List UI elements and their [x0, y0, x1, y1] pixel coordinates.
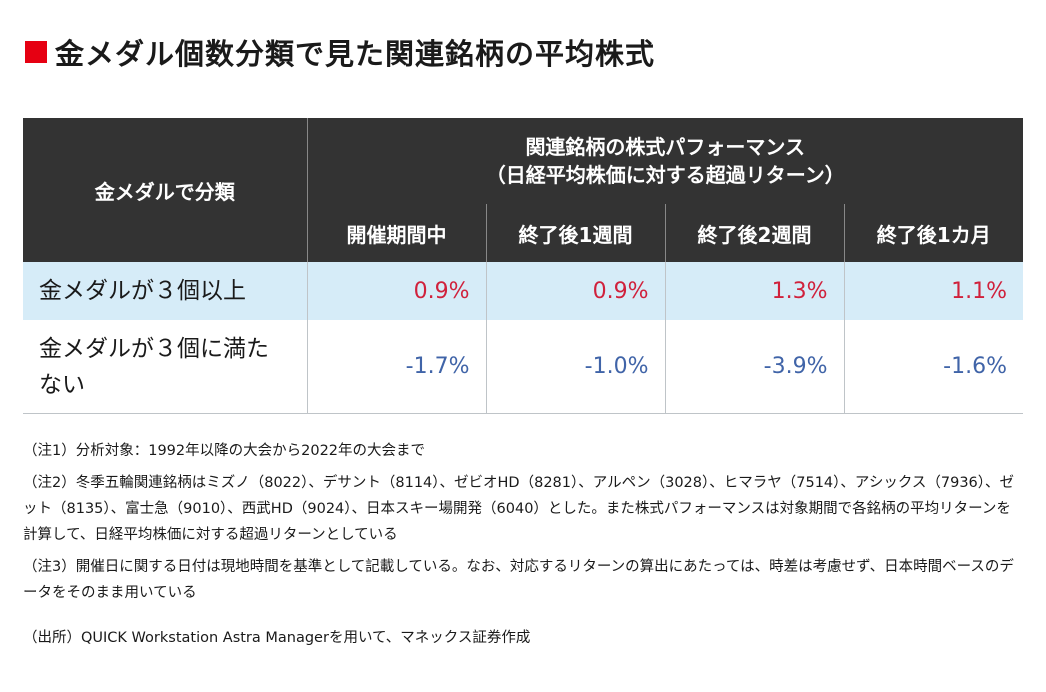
note-3: （注3）開催日に関する日付は現地時間を基準として記載している。なお、対応するリタ… [23, 559, 1014, 601]
value-cell: -1.6% [843, 320, 1023, 414]
row-label-line1: 金メダルが３個に満た [39, 335, 269, 362]
note-1: （注1）分析対象：1992年以降の大会から2022年の大会まで [23, 443, 426, 459]
value-cell: -1.7% [306, 320, 486, 414]
column-header: 終了後1カ月 [844, 204, 1023, 262]
value-cell: 0.9% [485, 262, 665, 320]
source-note: （出所）QUICK Workstation Astra Managerを用いて、… [23, 630, 531, 646]
table-row: 金メダルが３個に満た ない -1.7% -1.0% -3.9% -1.6% [23, 320, 1023, 414]
column-header: 終了後2週間 [665, 204, 845, 262]
value-cell: 0.9% [306, 262, 486, 320]
value-cell: -1.0% [485, 320, 665, 414]
row-label-line2: ない [39, 371, 85, 398]
value-cell: 1.1% [843, 262, 1023, 320]
performance-header-line1: 関連銘柄の株式パフォーマンス [525, 135, 806, 159]
table-row: 金メダルが３個以上 0.9% 0.9% 1.3% 1.1% [23, 262, 1023, 320]
column-header: 開催期間中 [307, 204, 487, 262]
row-label: 金メダルが３個以上 [23, 262, 307, 320]
notes: （注1）分析対象：1992年以降の大会から2022年の大会まで （注2）冬季五輪… [23, 438, 1023, 612]
performance-table: 金メダルで分類 関連銘柄の株式パフォーマンス （日経平均株価に対する超過リターン… [23, 118, 1023, 414]
red-square-icon [25, 41, 47, 63]
note-2: （注2）冬季五輪関連銘柄はミズノ（8022）、デサント（8114）、ゼビオHD（… [23, 475, 1015, 543]
page-title: 金メダル個数分類で見た関連銘柄の平均株式 [55, 37, 656, 71]
performance-header-line2: （日経平均株価に対する超過リターン） [485, 163, 845, 187]
category-header: 金メダルで分類 [23, 118, 308, 262]
value-cell: 1.3% [664, 262, 844, 320]
value-cell: -3.9% [664, 320, 844, 414]
column-header: 終了後1週間 [486, 204, 666, 262]
performance-header: 関連銘柄の株式パフォーマンス （日経平均株価に対する超過リターン） [307, 118, 1023, 204]
row-label: 金メダルが３個に満た ない [23, 320, 307, 414]
title-block: 金メダル個数分類で見た関連銘柄の平均株式 [25, 30, 655, 74]
